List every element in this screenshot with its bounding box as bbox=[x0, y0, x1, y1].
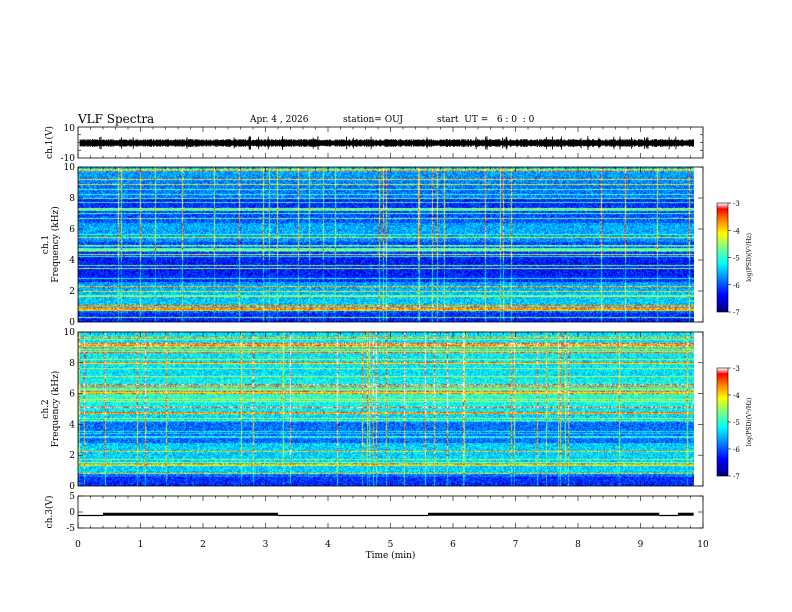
ch1-spectrogram-cbtick-3: -6 bbox=[733, 282, 740, 290]
ch2-spectrogram-ytick-3: 6 bbox=[69, 390, 75, 400]
ch1-spectrogram-ytick-0: 0 bbox=[69, 318, 75, 328]
ch1-spectrogram-cbtick-1: -4 bbox=[733, 227, 740, 235]
ch1-waveform-line bbox=[79, 135, 694, 151]
xtick-5: 5 bbox=[388, 540, 394, 550]
figure-title: VLF Spectra bbox=[78, 112, 155, 126]
ch2-spectrogram-ytick-2: 4 bbox=[69, 420, 75, 430]
ch2-spectrogram-cbtick-1: -4 bbox=[733, 392, 740, 400]
xtick-6: 6 bbox=[450, 540, 456, 550]
ch1-spectrogram-ylabel-2: Frequency (kHz) bbox=[50, 206, 61, 283]
ch3-ylabel: ch.3(V) bbox=[44, 496, 55, 529]
ch2-spectrogram-ytick-1: 2 bbox=[69, 451, 75, 461]
ch1-ytick-top: 10 bbox=[64, 124, 76, 134]
ch1-spectrogram-colorbar bbox=[717, 203, 728, 312]
ch1-spectrogram-ytick-3: 6 bbox=[69, 225, 75, 235]
xtick-1: 1 bbox=[138, 540, 144, 550]
xtick-3: 3 bbox=[263, 540, 269, 550]
ch1-spectrogram-image bbox=[78, 167, 694, 322]
xtick-4: 4 bbox=[325, 540, 331, 550]
ch2-spectrogram-colorbar bbox=[717, 368, 728, 476]
ch2-spectrogram-cbtick-4: -7 bbox=[733, 473, 740, 481]
ch3-ytick-0: 5 bbox=[69, 492, 75, 502]
ch2-spectrogram-cbtick-0: -3 bbox=[733, 365, 740, 373]
ch2-spectrogram-ytick-0: 0 bbox=[69, 482, 75, 492]
station-label: station= OUJ bbox=[343, 115, 404, 125]
ch1-spectrogram-ytick-1: 2 bbox=[69, 287, 75, 297]
ch3-ytick-2: -5 bbox=[66, 524, 75, 534]
ch2-spectrogram-ylabel-1: ch.2 bbox=[41, 399, 51, 418]
start-ut-label: start UT = 6 : 0 : 0 bbox=[437, 115, 535, 125]
ch2-spectrogram-ytick-4: 8 bbox=[69, 359, 75, 369]
xtick-10: 10 bbox=[697, 540, 709, 550]
ch1-ytick-bottom: -10 bbox=[61, 154, 76, 164]
xtick-8: 8 bbox=[575, 540, 581, 550]
ch1-spectrogram-ytick-5: 10 bbox=[64, 163, 76, 173]
ch1-ylabel: ch.1(V) bbox=[44, 126, 55, 159]
ch1-spectrogram-ytick-2: 4 bbox=[69, 256, 75, 266]
x-axis-label: Time (min) bbox=[366, 550, 416, 561]
ch1-spectrogram-cbtick-4: -7 bbox=[733, 309, 740, 317]
xtick-2: 2 bbox=[200, 540, 206, 550]
ch1-spectrogram-ytick-4: 8 bbox=[69, 194, 75, 204]
ch1-spectrogram-ylabel-1: ch.1 bbox=[41, 235, 51, 254]
ch1-spectrogram-cblabel: log(PSD)(V²/Hz) bbox=[746, 233, 753, 282]
ch1-spectrogram-cbtick-2: -5 bbox=[733, 255, 740, 263]
ch2-spectrogram-ylabel-2: Frequency (kHz) bbox=[50, 371, 61, 448]
ch2-spectrogram-cbtick-2: -5 bbox=[733, 419, 740, 427]
ch1-spectrogram-cbtick-0: -3 bbox=[733, 200, 740, 208]
date-label: Apr. 4 , 2026 bbox=[250, 115, 309, 125]
xtick-7: 7 bbox=[513, 540, 519, 550]
ch2-spectrogram-cblabel: log(PSD)(V²/Hz) bbox=[746, 398, 753, 447]
xtick-9: 9 bbox=[638, 540, 644, 550]
ch2-spectrogram-cbtick-3: -6 bbox=[733, 446, 740, 454]
ch2-spectrogram-image bbox=[78, 332, 694, 486]
ch3-ytick-1: 0 bbox=[69, 508, 75, 518]
xtick-0: 0 bbox=[75, 540, 81, 550]
ch2-spectrogram-ytick-5: 10 bbox=[64, 328, 76, 338]
